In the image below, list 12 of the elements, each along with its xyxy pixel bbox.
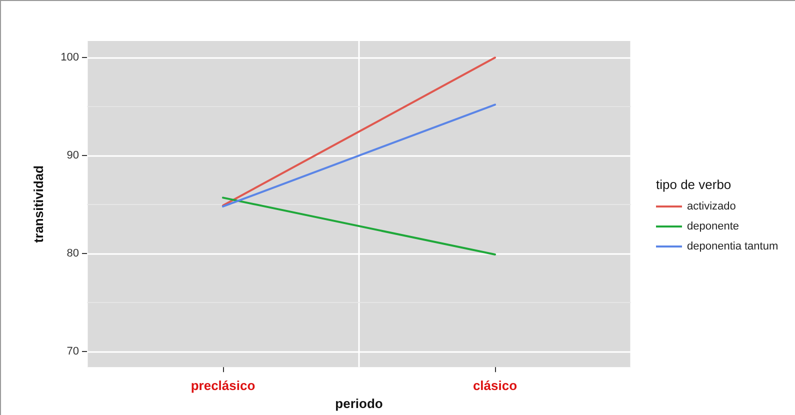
x-axis-title: periodo <box>335 396 383 411</box>
legend-label: activizado <box>687 200 736 212</box>
y-axis-title: transitividad <box>31 165 46 243</box>
y-tick-label: 100 <box>60 52 79 64</box>
x-tick-label: clásico <box>472 378 518 394</box>
x-tick-label: preclásico <box>190 378 256 394</box>
y-tick-label: 90 <box>66 150 79 162</box>
y-tick-label: 70 <box>66 345 79 358</box>
legend-label: deponente <box>687 220 739 232</box>
legend-label: deponentia tantum <box>687 240 778 252</box>
y-tick-label: 80 <box>66 248 79 260</box>
legend-title: tipo de verbo <box>656 177 732 192</box>
